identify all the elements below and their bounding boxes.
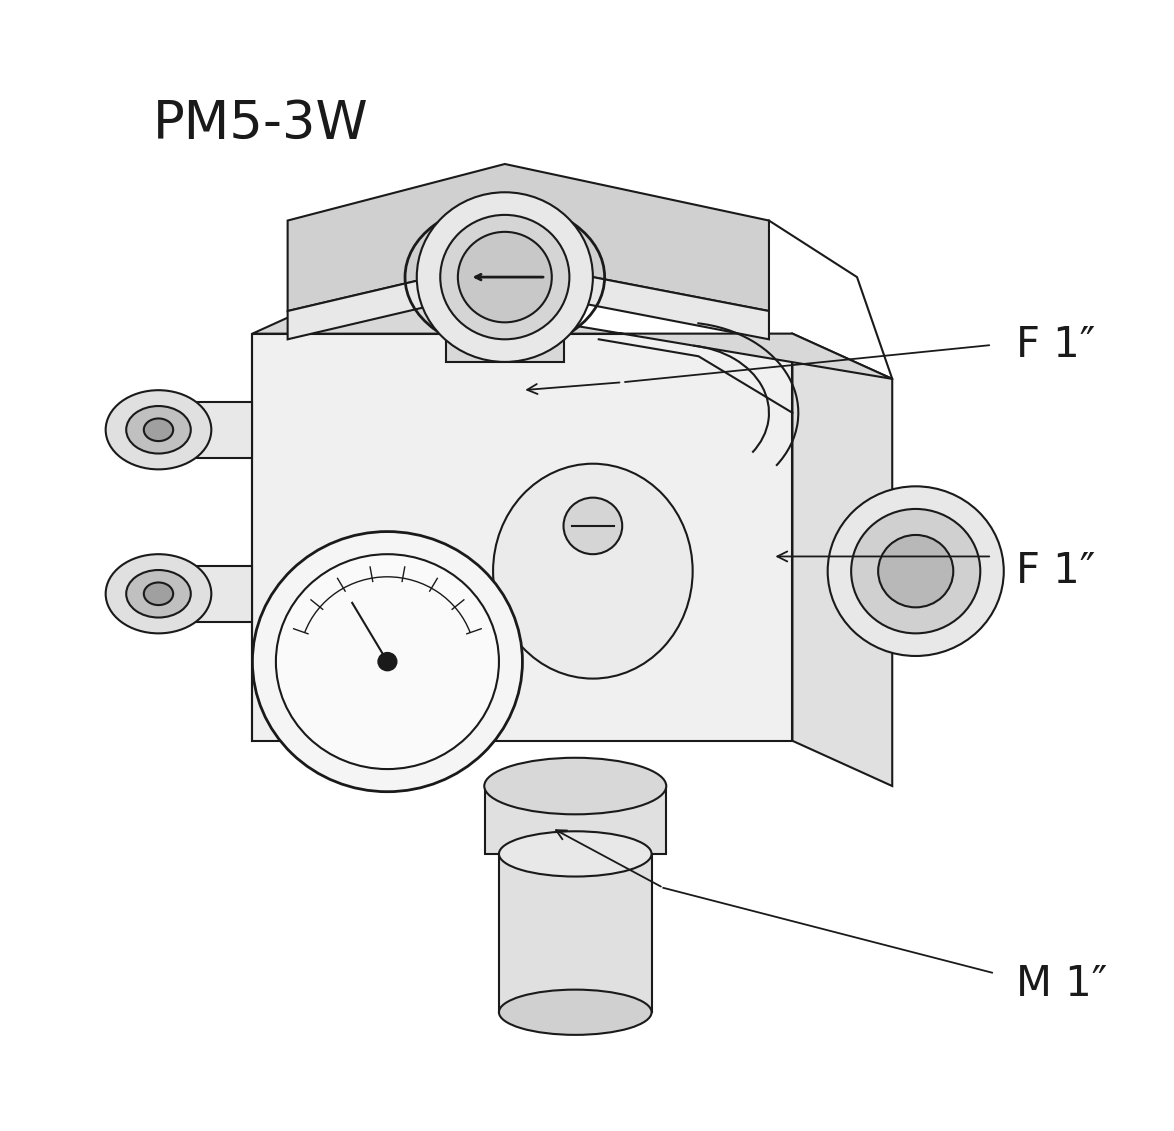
Circle shape (851, 509, 980, 633)
Polygon shape (158, 402, 252, 458)
Ellipse shape (499, 990, 652, 1035)
Circle shape (417, 192, 593, 362)
Ellipse shape (126, 570, 190, 618)
Ellipse shape (143, 418, 173, 441)
Ellipse shape (493, 464, 693, 679)
Polygon shape (158, 566, 252, 622)
Text: F 1″: F 1″ (1016, 550, 1095, 593)
Circle shape (458, 232, 552, 322)
Ellipse shape (499, 831, 652, 877)
Text: PM5-3W: PM5-3W (153, 98, 369, 150)
Circle shape (878, 535, 953, 607)
Circle shape (828, 486, 1004, 656)
Circle shape (440, 215, 569, 339)
Ellipse shape (143, 582, 173, 605)
Ellipse shape (484, 758, 666, 814)
Ellipse shape (106, 390, 211, 469)
Polygon shape (485, 786, 666, 854)
Circle shape (564, 498, 622, 554)
Circle shape (378, 653, 397, 671)
Polygon shape (792, 334, 892, 786)
Polygon shape (446, 339, 564, 362)
Ellipse shape (106, 554, 211, 633)
Polygon shape (252, 334, 792, 741)
Polygon shape (288, 164, 769, 311)
Text: M 1″: M 1″ (1016, 962, 1107, 1005)
Circle shape (276, 554, 499, 769)
Polygon shape (288, 260, 769, 339)
Text: F 1″: F 1″ (1016, 323, 1095, 366)
Circle shape (252, 532, 522, 792)
Polygon shape (252, 288, 892, 379)
Polygon shape (499, 854, 652, 1012)
Ellipse shape (126, 406, 190, 454)
